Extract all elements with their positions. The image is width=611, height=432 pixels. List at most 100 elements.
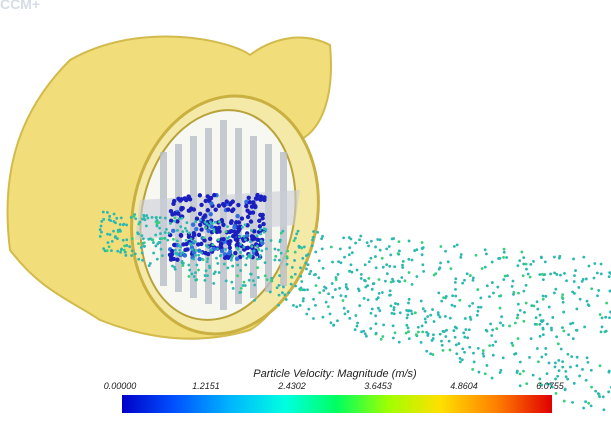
particle (444, 335, 447, 338)
particle (574, 269, 577, 272)
particle (108, 245, 111, 248)
tick-label: 6.0755 (525, 381, 575, 391)
particle (311, 239, 314, 242)
particle (342, 236, 345, 239)
particle (455, 352, 458, 355)
particle (164, 217, 167, 220)
particle (376, 238, 379, 241)
particle (417, 331, 420, 334)
particle (110, 249, 113, 252)
particle (525, 302, 528, 305)
particle (407, 326, 410, 329)
particle (322, 316, 325, 319)
particle (398, 250, 401, 253)
particle (499, 294, 502, 297)
particle (206, 274, 209, 277)
particle (405, 309, 408, 312)
particle (191, 248, 194, 251)
particle (225, 199, 229, 203)
particle (364, 263, 367, 266)
particle (213, 208, 217, 212)
particle (364, 280, 367, 283)
particle (250, 229, 253, 232)
particle (206, 260, 209, 263)
particle (152, 252, 155, 255)
particle (495, 327, 498, 330)
particle (585, 278, 588, 281)
particle (137, 258, 140, 261)
particle (161, 254, 164, 257)
particle (294, 285, 297, 288)
particle (166, 239, 169, 242)
particle (273, 259, 276, 262)
particle (235, 257, 239, 261)
particle (471, 368, 474, 371)
particle (181, 264, 184, 267)
particle (317, 276, 320, 279)
particle (299, 266, 302, 269)
particle (544, 347, 547, 350)
particle (146, 217, 149, 220)
particle (405, 324, 408, 327)
particle (253, 249, 256, 252)
particle (484, 248, 487, 251)
particle (482, 355, 485, 358)
particle (449, 267, 452, 270)
particle (541, 273, 544, 276)
particle (500, 369, 503, 372)
particle (108, 215, 111, 218)
particle (522, 290, 525, 293)
particle (263, 231, 266, 234)
particle (458, 299, 461, 302)
particle (332, 324, 335, 327)
particle (208, 224, 211, 227)
particle (471, 302, 474, 305)
particle (594, 390, 597, 393)
particle (558, 255, 561, 258)
particle (388, 245, 391, 248)
particle (151, 238, 154, 241)
particle (199, 203, 203, 207)
particle (514, 322, 517, 325)
particle (193, 275, 196, 278)
particle (535, 316, 538, 319)
particle (424, 310, 427, 313)
particle (197, 233, 201, 237)
particle (218, 220, 221, 223)
particle (348, 253, 351, 256)
particle (569, 322, 572, 325)
particle (588, 304, 591, 307)
particle (152, 241, 155, 244)
particle (158, 227, 161, 230)
particle (561, 366, 564, 369)
particle (327, 292, 330, 295)
particle (365, 335, 368, 338)
particle (557, 342, 560, 345)
particle (185, 230, 188, 233)
particle (331, 282, 334, 285)
particle (252, 279, 255, 282)
particle (164, 231, 167, 234)
particle (479, 297, 482, 300)
particle (454, 336, 457, 339)
particle (354, 328, 357, 331)
particle (354, 242, 357, 245)
particle (259, 228, 262, 231)
particle (573, 280, 576, 283)
tick-label: 1.2151 (181, 381, 231, 391)
particle (449, 349, 452, 352)
particle (530, 337, 533, 340)
particle (141, 259, 144, 262)
particle (406, 313, 409, 316)
particle (260, 240, 263, 243)
particle (99, 235, 102, 238)
particle (286, 263, 289, 266)
particle (522, 274, 525, 277)
particle (358, 289, 361, 292)
particle (538, 273, 541, 276)
particle (156, 225, 159, 228)
particle (542, 333, 545, 336)
particle (168, 232, 171, 235)
particle (241, 226, 244, 229)
particle (312, 298, 315, 301)
